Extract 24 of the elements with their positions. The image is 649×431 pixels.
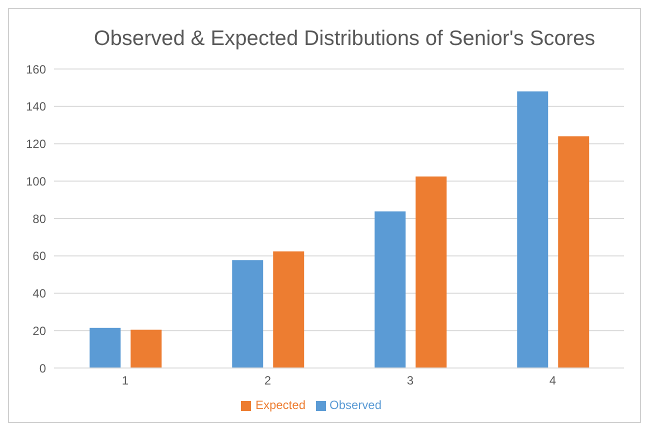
y-tick-label: 20 [32, 324, 46, 338]
bar [374, 211, 406, 368]
legend-label: Observed [330, 398, 382, 412]
y-tick-label: 80 [32, 212, 46, 226]
x-tick-label: 2 [264, 374, 272, 388]
bar [416, 176, 447, 368]
bar [273, 251, 304, 368]
bar [558, 136, 590, 368]
bar [517, 91, 548, 368]
y-tick-label: 140 [26, 100, 46, 114]
y-tick-label: 120 [26, 137, 46, 152]
y-tick-label: 160 [26, 62, 46, 76]
y-tick-label: 100 [26, 174, 46, 188]
bar [130, 330, 162, 368]
x-tick-label: 4 [549, 374, 556, 388]
y-tick-label: 0 [39, 361, 46, 376]
y-tick-label: 60 [32, 249, 46, 264]
x-tick-label: 3 [406, 374, 414, 388]
y-tick-label: 40 [32, 286, 46, 301]
chart-title: Observed & Expected Distributions of Senior's Scores [92, 26, 596, 52]
x-tick-label: 1 [122, 374, 129, 388]
bar [90, 328, 121, 368]
bar [232, 260, 264, 368]
legend-label: Expected [255, 398, 306, 412]
